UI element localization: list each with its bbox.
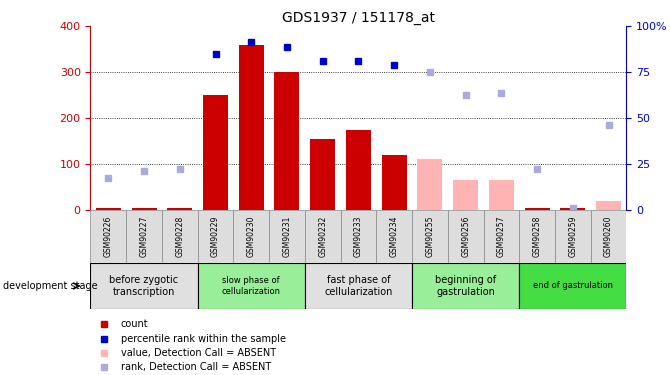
- Text: before zygotic
transcription: before zygotic transcription: [109, 275, 179, 297]
- Text: GSM90255: GSM90255: [425, 216, 434, 257]
- Bar: [131, 208, 157, 210]
- Bar: [596, 201, 621, 210]
- Text: count: count: [121, 320, 148, 329]
- Text: development stage: development stage: [3, 281, 98, 291]
- Text: GSM90233: GSM90233: [354, 216, 363, 257]
- FancyBboxPatch shape: [412, 262, 519, 309]
- Bar: [560, 208, 586, 210]
- Text: GSM90234: GSM90234: [390, 216, 399, 257]
- Bar: [346, 130, 371, 210]
- FancyBboxPatch shape: [90, 262, 198, 309]
- Title: GDS1937 / 151178_at: GDS1937 / 151178_at: [282, 11, 435, 25]
- Bar: [382, 155, 407, 210]
- Text: GSM90258: GSM90258: [533, 216, 541, 257]
- FancyBboxPatch shape: [126, 210, 162, 262]
- FancyBboxPatch shape: [448, 210, 484, 262]
- Text: value, Detection Call = ABSENT: value, Detection Call = ABSENT: [121, 348, 276, 358]
- Text: rank, Detection Call = ABSENT: rank, Detection Call = ABSENT: [121, 362, 271, 372]
- Bar: [525, 208, 549, 210]
- Text: GSM90231: GSM90231: [283, 216, 291, 257]
- Text: end of gastrulation: end of gastrulation: [533, 281, 613, 290]
- Text: GSM90227: GSM90227: [139, 216, 149, 257]
- Bar: [96, 208, 121, 210]
- Text: GSM90229: GSM90229: [211, 216, 220, 257]
- Text: percentile rank within the sample: percentile rank within the sample: [121, 334, 285, 344]
- FancyBboxPatch shape: [555, 210, 591, 262]
- Text: GSM90230: GSM90230: [247, 216, 256, 257]
- FancyBboxPatch shape: [340, 210, 377, 262]
- FancyBboxPatch shape: [519, 262, 626, 309]
- FancyBboxPatch shape: [162, 210, 198, 262]
- Text: fast phase of
cellularization: fast phase of cellularization: [324, 275, 393, 297]
- FancyBboxPatch shape: [412, 210, 448, 262]
- Bar: [453, 180, 478, 210]
- Bar: [168, 208, 192, 210]
- Text: GSM90257: GSM90257: [497, 216, 506, 257]
- FancyBboxPatch shape: [305, 210, 340, 262]
- FancyBboxPatch shape: [90, 210, 126, 262]
- Text: GSM90260: GSM90260: [604, 216, 613, 257]
- Text: GSM90259: GSM90259: [568, 216, 578, 257]
- FancyBboxPatch shape: [269, 210, 305, 262]
- Text: beginning of
gastrulation: beginning of gastrulation: [435, 275, 496, 297]
- FancyBboxPatch shape: [377, 210, 412, 262]
- Text: slow phase of
cellularization: slow phase of cellularization: [222, 276, 281, 296]
- FancyBboxPatch shape: [484, 210, 519, 262]
- FancyBboxPatch shape: [591, 210, 626, 262]
- FancyBboxPatch shape: [233, 210, 269, 262]
- Text: GSM90226: GSM90226: [104, 216, 113, 257]
- FancyBboxPatch shape: [519, 210, 555, 262]
- FancyBboxPatch shape: [198, 262, 305, 309]
- Bar: [417, 159, 442, 210]
- Bar: [489, 180, 514, 210]
- Bar: [275, 72, 299, 210]
- Bar: [239, 45, 264, 210]
- FancyBboxPatch shape: [198, 210, 233, 262]
- Bar: [203, 95, 228, 210]
- Text: GSM90232: GSM90232: [318, 216, 327, 257]
- Text: GSM90256: GSM90256: [461, 216, 470, 257]
- Bar: [310, 139, 335, 210]
- FancyBboxPatch shape: [305, 262, 412, 309]
- Text: GSM90228: GSM90228: [176, 216, 184, 257]
